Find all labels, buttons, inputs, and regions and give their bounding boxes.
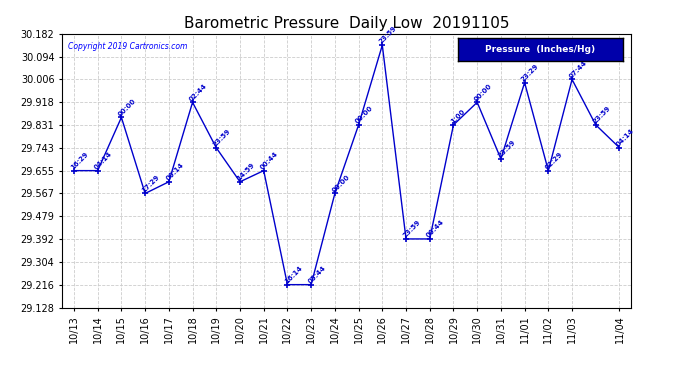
Text: 02:44: 02:44 [188, 82, 208, 102]
Text: 16:14: 16:14 [283, 265, 303, 285]
Text: 23:59: 23:59 [402, 219, 422, 239]
Text: 00:44: 00:44 [259, 150, 279, 171]
Text: 05:44: 05:44 [307, 265, 327, 285]
Text: 23:29: 23:29 [520, 63, 540, 82]
Text: 23:59: 23:59 [378, 26, 398, 45]
Text: 00:44: 00:44 [426, 219, 446, 239]
Text: Copyright 2019 Cartronics.com: Copyright 2019 Cartronics.com [68, 42, 187, 51]
Text: 00:00: 00:00 [117, 98, 137, 117]
Text: 23:59: 23:59 [497, 139, 516, 159]
Text: 1:00: 1:00 [449, 108, 466, 125]
Text: 00:00: 00:00 [331, 174, 351, 194]
Text: 07:44: 07:44 [568, 59, 588, 80]
Title: Barometric Pressure  Daily Low  20191105: Barometric Pressure Daily Low 20191105 [184, 16, 509, 31]
Text: 02:29: 02:29 [544, 151, 564, 171]
Text: 17:29: 17:29 [141, 174, 161, 194]
Text: 04:14: 04:14 [615, 128, 635, 148]
Text: 23:59: 23:59 [212, 128, 232, 148]
Text: 16:29: 16:29 [70, 151, 90, 171]
Text: 14:59: 14:59 [236, 162, 256, 182]
Text: 00:00: 00:00 [355, 105, 374, 125]
Text: 04:14: 04:14 [93, 150, 114, 171]
Text: 00:00: 00:00 [473, 82, 493, 102]
Text: 00:14: 00:14 [165, 162, 185, 182]
Text: 23:59: 23:59 [591, 105, 611, 125]
